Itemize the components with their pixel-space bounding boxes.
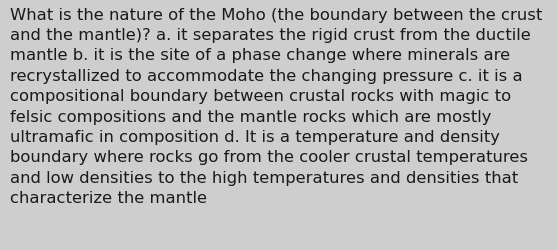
Text: What is the nature of the Moho (the boundary between the crust
and the mantle)? : What is the nature of the Moho (the boun… [10,8,542,205]
